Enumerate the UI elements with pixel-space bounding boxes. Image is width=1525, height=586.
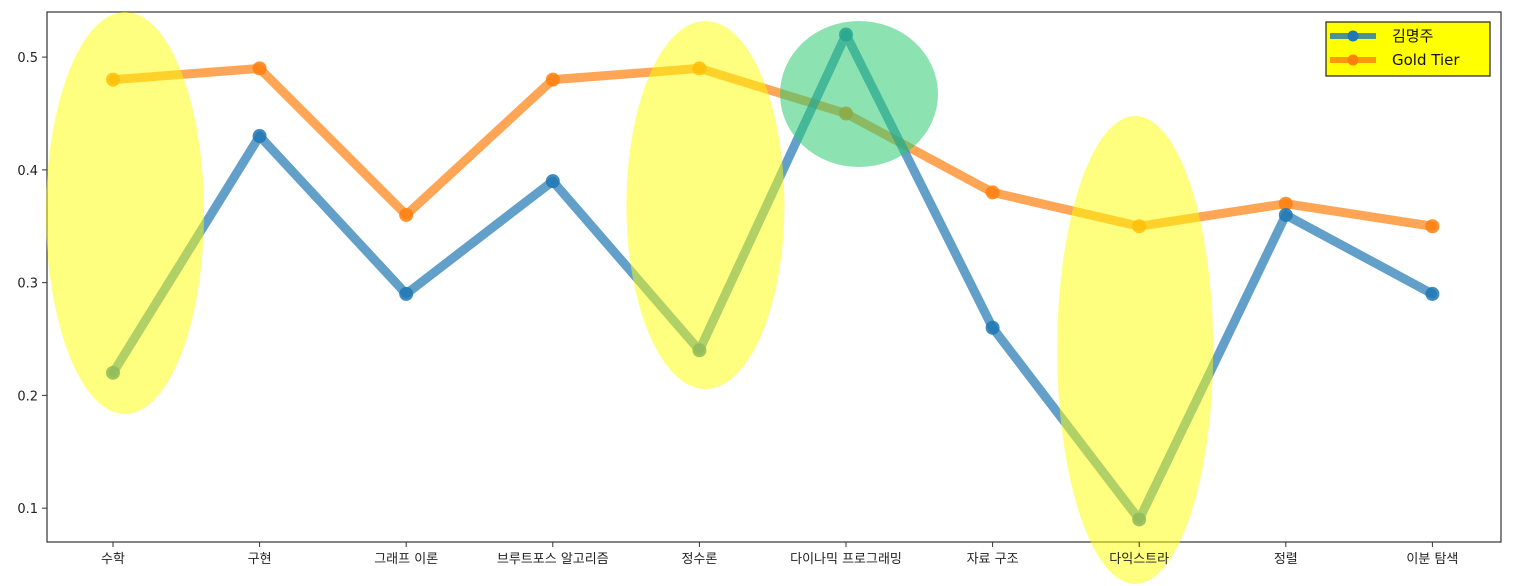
legend-marker-series-1 xyxy=(1347,30,1359,42)
legend-label-series-1: 김명주 xyxy=(1392,27,1433,45)
x-tick-label: 정수론 xyxy=(681,552,717,567)
legend-marker-series-2 xyxy=(1347,54,1359,66)
data-point-series-1 xyxy=(399,286,414,301)
y-tick-label: 0.1 xyxy=(17,502,38,517)
data-point-series-1 xyxy=(252,129,267,144)
data-point-series-1 xyxy=(1278,207,1293,222)
data-point-series-2 xyxy=(545,72,560,87)
x-tick-label: 구현 xyxy=(248,552,272,567)
data-point-series-2 xyxy=(1425,219,1440,234)
y-tick-label: 0.2 xyxy=(17,389,38,404)
highlight-ellipse xyxy=(780,21,938,167)
x-tick-label: 다이나믹 프로그래밍 xyxy=(790,552,902,567)
y-tick-label: 0.4 xyxy=(17,164,38,179)
data-point-series-2 xyxy=(252,61,267,76)
series-line-2 xyxy=(108,63,1437,231)
plot-frame xyxy=(46,11,1502,543)
data-point-series-1 xyxy=(545,174,560,189)
x-axis: 수학 구현 그래프 이론 브루트포스 알고리즘 정수론 다이나믹 프로그래밍 자료 구조 다익… xyxy=(101,542,1458,567)
x-tick-label: 자료 구조 xyxy=(967,552,1019,567)
y-tick-label: 0.3 xyxy=(17,277,38,292)
highlight-overlays xyxy=(46,12,1214,584)
data-point-series-1 xyxy=(985,320,1000,335)
x-tick-label: 수학 xyxy=(101,552,125,567)
x-tick-label: 이분 탐색 xyxy=(1406,552,1458,567)
highlight-ellipse xyxy=(1057,116,1214,584)
data-point-series-2 xyxy=(399,207,414,222)
y-axis: 0.1 0.2 0.3 0.4 0.5 xyxy=(17,51,47,517)
highlight-ellipse xyxy=(626,21,785,389)
x-tick-label: 다익스트라 xyxy=(1109,552,1169,567)
data-point-series-2 xyxy=(1278,196,1293,211)
x-tick-label: 브루트포스 알고리즘 xyxy=(497,552,609,567)
x-tick-label: 그래프 이론 xyxy=(374,552,438,567)
highlight-ellipse xyxy=(46,12,204,414)
legend: 김명주 Gold Tier xyxy=(1325,21,1491,77)
data-point-series-1 xyxy=(1425,286,1440,301)
legend-label-series-2: Gold Tier xyxy=(1392,51,1460,69)
x-tick-label: 정렬 xyxy=(1274,552,1298,567)
y-tick-label: 0.5 xyxy=(17,51,38,66)
data-point-series-2 xyxy=(985,185,1000,200)
